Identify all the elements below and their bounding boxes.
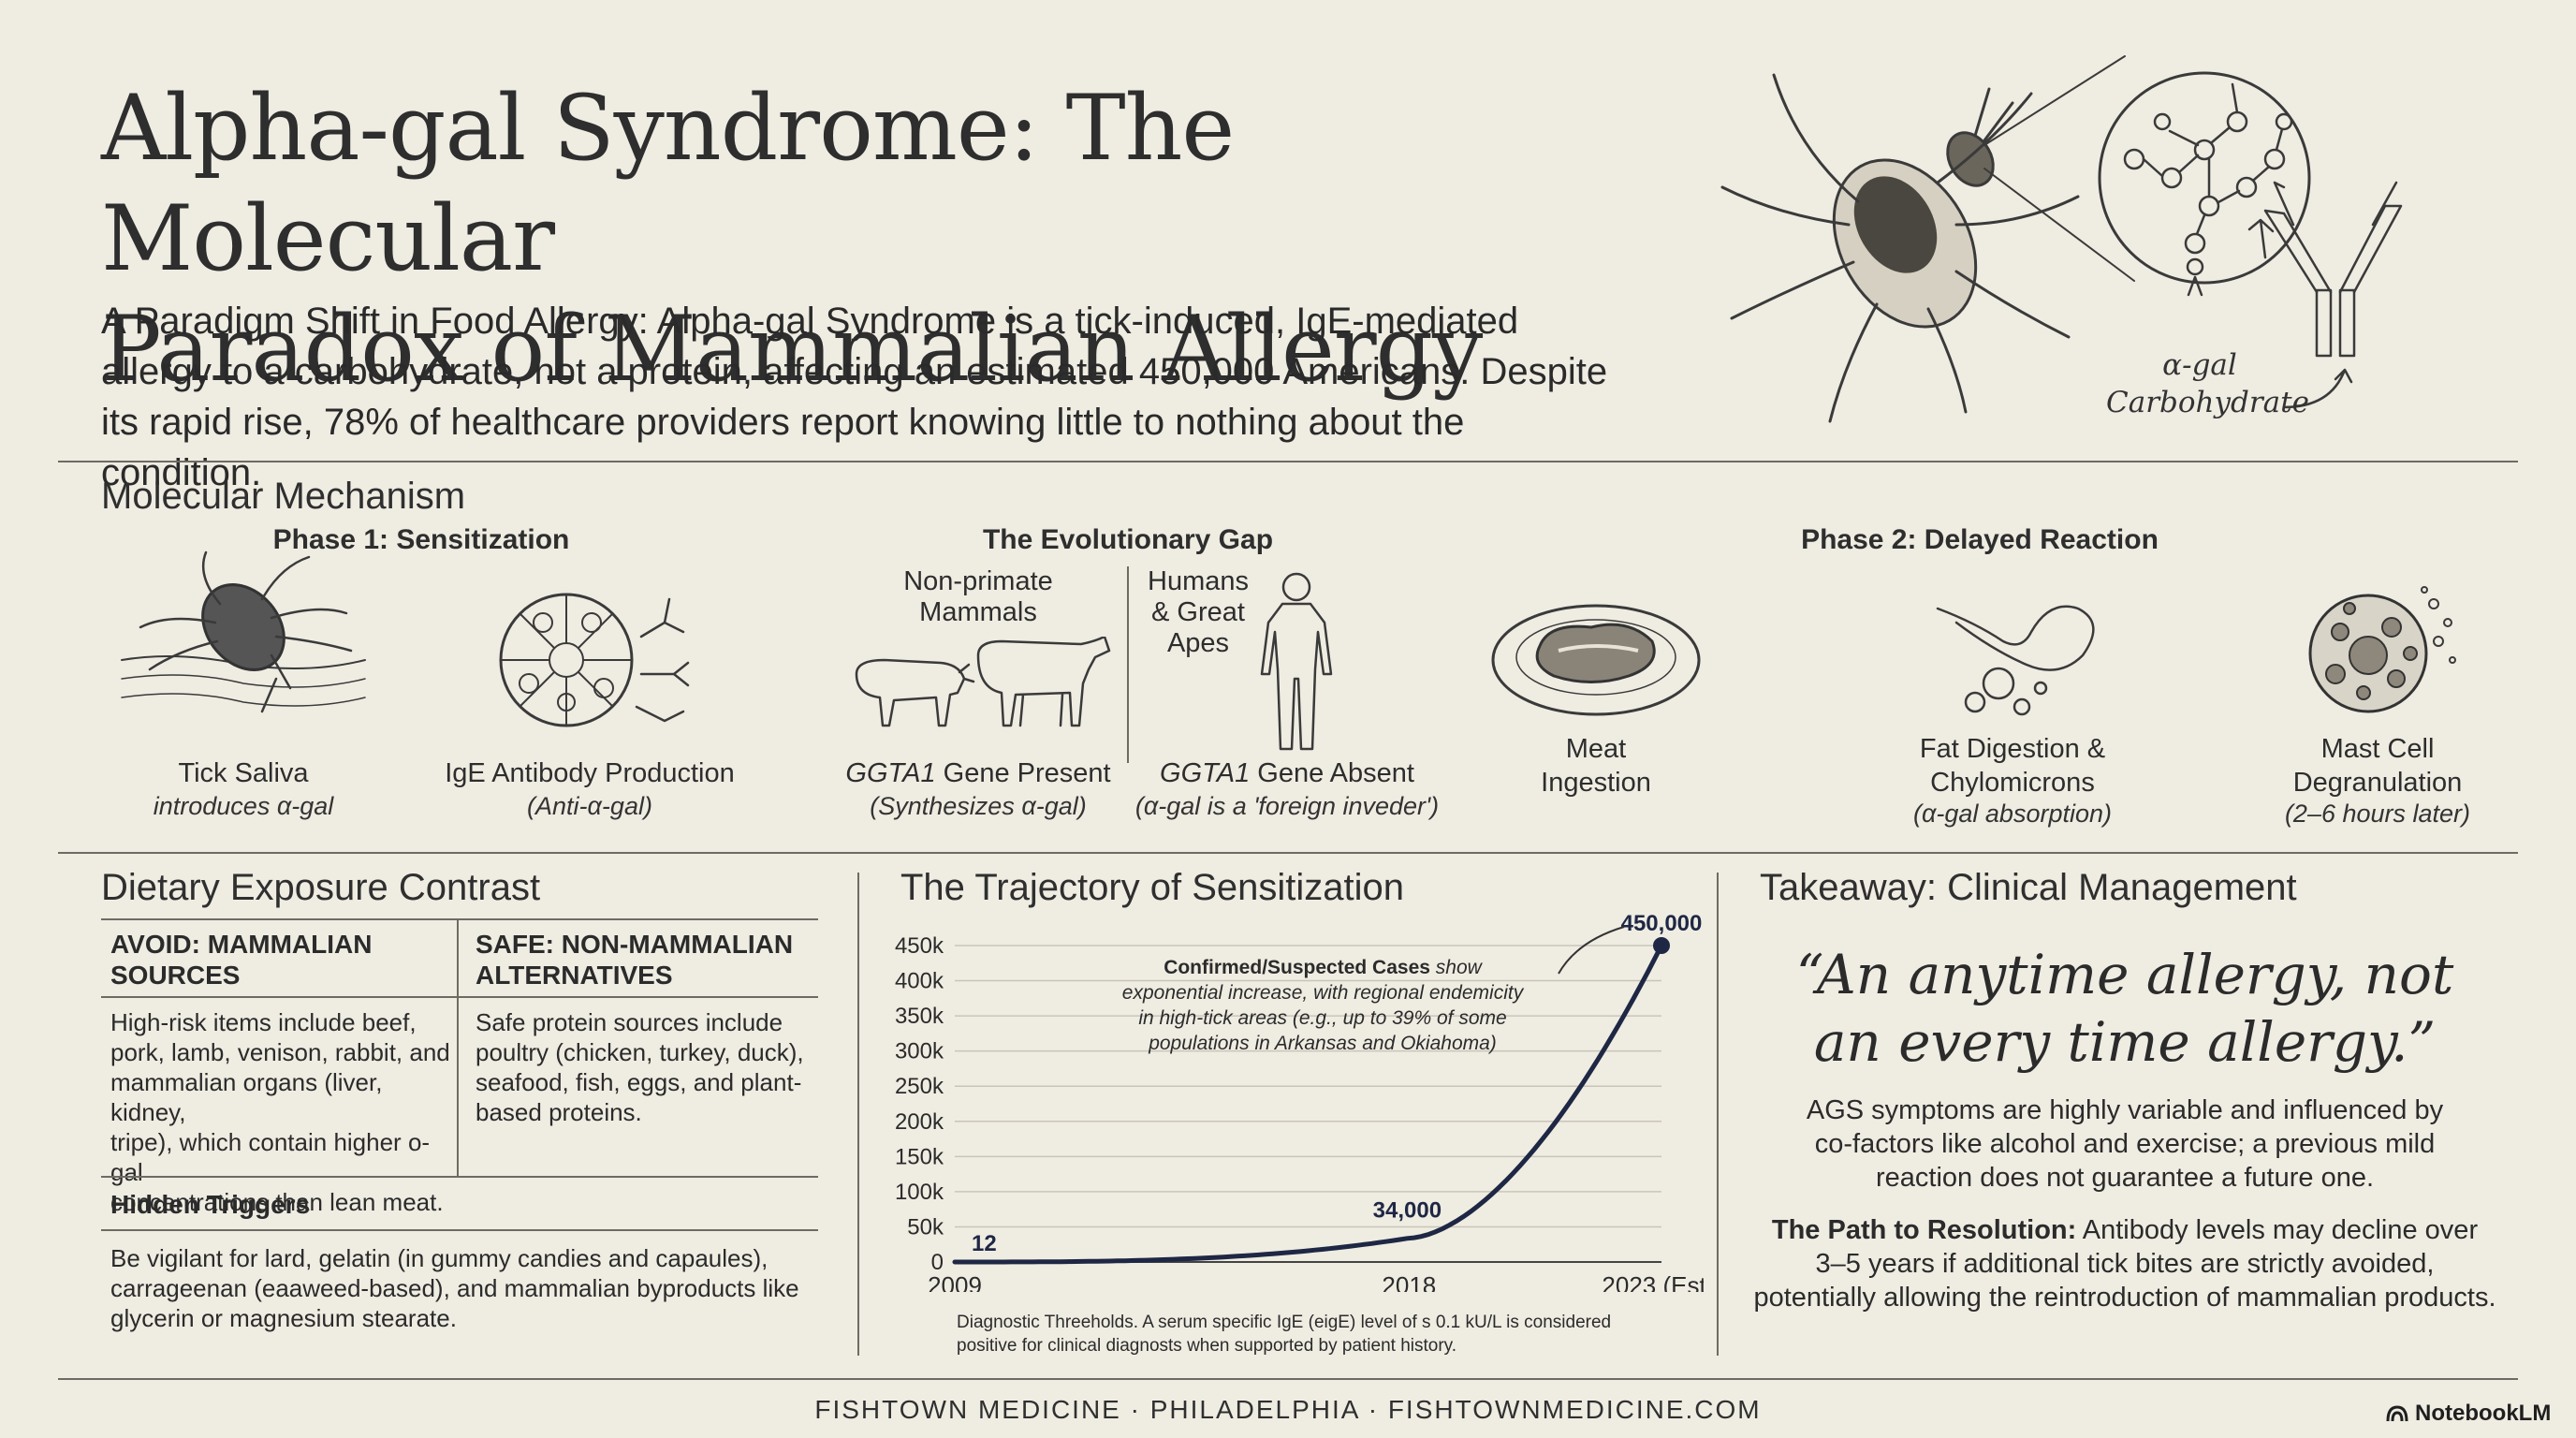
phase1-heading: Phase 1: Sensitization [272,524,570,555]
data-label: 450,000 [1621,911,1703,936]
humans-label: Humans & Great Apes [1148,566,1249,658]
mechanism-heading: Molecular Mechanism [101,476,466,517]
avoid-header: AVOID: MAMMALIAN SOURCES [110,930,373,990]
mast-cell-icon [2308,586,2456,713]
intro-paragraph: A Paradigm Shift in Food Allergy: Alpha-… [101,301,1608,493]
y-tick-label: 250k [895,1074,944,1099]
phase2-heading: Phase 2: Delayed Reaction [1801,524,2159,555]
hidden-triggers-text: Be vigilant for lard, gelatin (in gummy … [110,1244,799,1332]
title-line-1: Alpha-gal Syndrome: The Molecular [101,76,1235,291]
divider-top [58,461,2518,462]
diet-table-top [101,918,818,920]
x-tick-label: 2009 [928,1271,982,1292]
divider-middle [58,852,2518,854]
pig-cow-icon [855,637,1111,727]
chart-footnote: Diagnostic Threeholds. A serum specific … [957,1313,1612,1356]
evolutionary-gap-heading: The Evolutionary Gap [982,524,1274,555]
y-tick-label: 450k [895,933,944,959]
ggta1-absent-sub: (α-gal is a 'foreign inveder') [1134,792,1440,820]
diet-table-bottom [101,1176,818,1178]
takeaway-body: AGS symptoms are highly variable and inf… [1806,1095,2444,1193]
meat-ingestion-label: Meat Ingestion [1541,734,1651,798]
footer-text: FISHTOWN MEDICINE · PHILADELPHIA · FISHT… [814,1395,1762,1424]
fat-digestion-label: Fat Digestion & Chylomicrons [1919,734,2106,798]
molecule-icon [2098,71,2311,297]
hidden-triggers-line [101,1229,818,1231]
gap-divider [1127,566,1129,763]
ggta1-absent-title: GGTA1 Gene Absent [1160,758,1414,788]
y-tick-label: 400k [895,969,944,994]
chart-title: The Trajectory of Sensitization [900,867,1405,908]
mast-cell-sub: (2–6 hours later) [2284,800,2471,828]
meat-plate-icon [1491,604,1701,716]
takeaway-heading: Takeaway: Clinical Management [1760,867,2297,908]
mast-cell-label: Mast Cell Degranulation [2292,734,2463,798]
divider-col-1 [857,873,859,1356]
chylomicron-icon [1936,605,2095,716]
tick-icon [1720,73,2080,423]
ige-production-sub: (Anti-α-gal) [527,792,652,820]
divider-col-2 [1717,873,1719,1356]
y-tick-label: 50k [907,1214,944,1240]
safe-text: Safe protein sources include poultry (chi… [476,1008,804,1126]
ige-production-title: IgE Antibody Production [445,758,735,788]
y-tick-label: 0 [931,1250,944,1275]
data-label: 34,000 [1373,1197,1442,1223]
data-label: 12 [972,1231,997,1256]
path-to-resolution: The Path to Resolution: Antibody levels … [1753,1215,2496,1313]
y-tick-label: 350k [895,1004,944,1029]
x-tick-label: 2023 (Est.) [1602,1271,1704,1292]
diet-heading: Dietary Exposure Contrast [101,867,541,908]
fat-digestion-sub: (α-gal absorption) [1913,800,2112,828]
non-primate-label: Non-primate Mammals [903,566,1053,627]
human-silhouette-icon [1260,572,1333,751]
alpha-gal-label: α-gal Carbohydrate [2106,348,2309,419]
chart-annotation: Confirmed/Suspected Cases show exponenti… [1121,957,1524,1054]
notebooklm-brand: NotebookLM [2385,1401,2551,1427]
b-cell-antibody-icon [499,593,690,727]
antibody-icon [2263,181,2403,358]
tick-saliva-sub: introduces α-gal [153,792,334,820]
series-line [952,943,1664,1265]
annotation-arrow [1558,926,1625,975]
y-tick-label: 200k [895,1109,944,1135]
hidden-triggers-heading: Hidden Triggers [110,1190,311,1219]
tick-saliva-title: Tick Saliva [178,758,309,788]
y-tick-label: 300k [895,1039,944,1064]
x-tick-label: 2018 [1382,1271,1436,1292]
diet-table-header-line [101,996,818,998]
y-tick-label: 100k [895,1180,944,1205]
ggta1-present-title: GGTA1 Gene Present [845,758,1111,788]
notebooklm-logo-icon [2386,1405,2408,1422]
takeaway-quote: “An anytime allergy, not an every time al… [1795,943,2454,1074]
y-tick-label: 150k [895,1144,944,1169]
data-point [1653,937,1670,954]
safe-header: SAFE: NON-MAMMALIAN ALTERNATIVES [476,930,794,990]
page-title: Alpha-gal Syndrome: The Molecular Parado… [101,73,1692,404]
trajectory-chart: 0 50k 100k 150k 200k 250k 300k 350k 400k 450k 2009… [895,911,1704,1292]
divider-bottom [58,1378,2518,1380]
tick-on-skin-icon [121,550,366,713]
avoid-text: High-risk items include beef, pork, lamb,… [110,1008,450,1216]
title-line-2: Paradox of Mammalian Allergy [101,297,1483,402]
tick-molecule-illustration [1720,55,2403,423]
ggta1-present-sub: (Synthesizes α-gal) [870,792,1087,820]
diet-table-col-divider [457,918,459,1176]
